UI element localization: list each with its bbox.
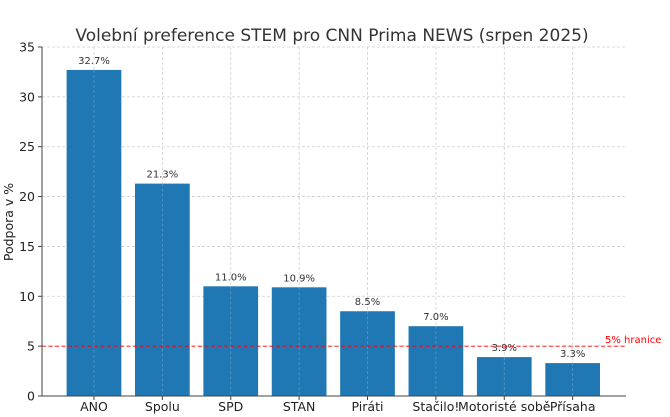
- data-label: 7.0%: [423, 312, 448, 323]
- y-tick-label: 5: [27, 339, 35, 354]
- y-tick-label: 25: [19, 139, 35, 154]
- data-label: 8.5%: [355, 297, 380, 308]
- x-tick-label: Spolu: [145, 399, 180, 414]
- data-label: 3.9%: [492, 343, 517, 354]
- data-label: 21.3%: [146, 170, 178, 181]
- data-label: 11.0%: [215, 272, 247, 283]
- x-tick-label: ANO: [80, 399, 108, 414]
- bar-stan: [271, 287, 327, 396]
- x-tick-label: Motoristé sobě: [458, 399, 551, 414]
- x-tick-label: Stačilo!: [412, 399, 459, 414]
- y-tick-label: 20: [19, 189, 35, 204]
- bar-motorist-sob-: [476, 357, 532, 396]
- y-tick-label: 10: [19, 289, 35, 304]
- data-label: 10.9%: [283, 273, 315, 284]
- y-tick-label: 30: [19, 89, 35, 104]
- chart-title: Volební preference STEM pro CNN Prima NE…: [75, 26, 588, 46]
- bar-spolu: [135, 183, 190, 396]
- bar-p-saha: [545, 363, 601, 396]
- data-label: 32.7%: [78, 56, 110, 67]
- bar-pir-ti: [340, 311, 395, 396]
- y-tick-label: 15: [19, 239, 35, 254]
- x-tick-label: SPD: [218, 399, 243, 414]
- bar-sta-ilo-: [408, 326, 464, 396]
- x-tick-label: Piráti: [352, 399, 384, 414]
- y-axis-label: Podpora v %: [1, 183, 16, 261]
- x-tick-label: STAN: [283, 399, 316, 414]
- y-tick-label: 0: [27, 389, 35, 404]
- threshold-label: 5% hranice: [605, 335, 661, 346]
- x-tick-label: Přísaha: [550, 399, 596, 414]
- bar-ano: [66, 69, 122, 396]
- bar-spd: [203, 286, 259, 396]
- y-tick-label: 35: [19, 40, 35, 55]
- data-label: 3.3%: [560, 349, 585, 360]
